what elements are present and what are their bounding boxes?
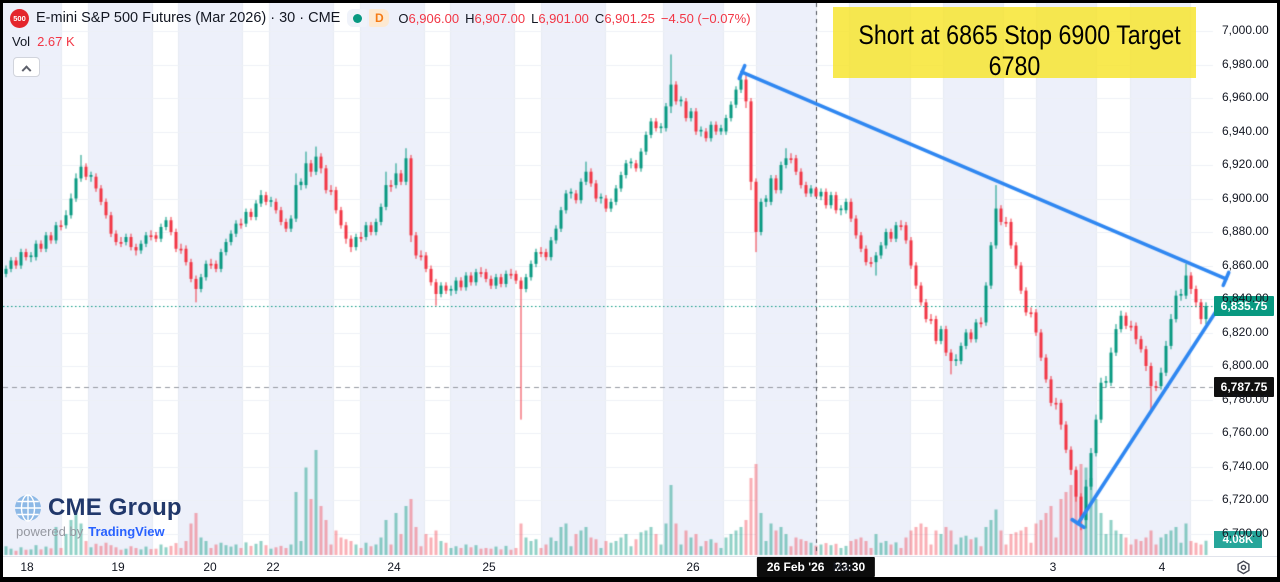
globe-icon xyxy=(15,494,41,522)
price-tick-label: 6,760.00 xyxy=(1222,425,1269,439)
close-label: C xyxy=(594,10,605,26)
change-value: −4.50 (−0.07%) xyxy=(660,10,751,26)
price-tick-label: 6,840.00 xyxy=(1222,291,1269,305)
price-tick-label: 6,740.00 xyxy=(1222,459,1269,473)
high-value: 6,907.00 xyxy=(474,10,526,26)
cme-group-logo-text[interactable]: CME Group xyxy=(48,494,182,521)
time-tick-label: 4 xyxy=(1158,560,1166,574)
market-status-icon[interactable] xyxy=(347,9,368,27)
powered-by-text: powered by xyxy=(16,524,84,539)
price-tick-label: 6,880.00 xyxy=(1222,224,1269,238)
price-tick-label: 6,960.00 xyxy=(1222,90,1269,104)
low-label: L xyxy=(531,10,539,26)
price-tick-label: 6,800.00 xyxy=(1222,358,1269,372)
symbol-title[interactable]: E-mini S&P 500 Futures (Mar 2026) · 30 ·… xyxy=(36,10,341,26)
time-tick-label: 24 xyxy=(387,560,401,574)
time-tick-label: 25 xyxy=(482,560,496,574)
cme-group-brand: CME Group powered by TradingView xyxy=(14,494,182,539)
price-axis[interactable]: 6,835.75 6,787.75 4.08K 7,000.00 6,980.00… xyxy=(1213,3,1277,556)
delayed-data-badge[interactable]: D xyxy=(369,9,390,27)
price-tick-label: 7,000.00 xyxy=(1222,23,1269,37)
annotation-line1: Short at 6865 Stop 6900 Target xyxy=(858,20,1181,50)
volume-label[interactable]: Vol xyxy=(12,34,31,49)
tradingview-link[interactable]: TradingView xyxy=(88,524,165,539)
last-volume-label: 4.08K xyxy=(1214,531,1262,548)
axis-settings-gear-icon[interactable] xyxy=(1235,559,1252,576)
low-value: 6,901.00 xyxy=(538,10,589,26)
time-tick-label: Mar xyxy=(832,560,854,574)
high-label: H xyxy=(465,10,475,26)
time-tick-label: 19 xyxy=(111,560,125,574)
price-tick-label: 6,720.00 xyxy=(1222,492,1269,506)
candlestick-chart-canvas[interactable] xyxy=(3,3,1277,556)
trade-plan-annotation[interactable]: Short at 6865 Stop 6900 Target 6780 xyxy=(833,7,1196,78)
time-tick-label: 3 xyxy=(1049,560,1057,574)
status-badges: D xyxy=(347,9,390,27)
price-tick-label: 6,900.00 xyxy=(1222,191,1269,205)
time-tick-label: 18 xyxy=(20,560,34,574)
chevron-up-icon xyxy=(21,64,32,75)
collapse-pane-button[interactable] xyxy=(13,57,40,77)
price-tick-label: 6,980.00 xyxy=(1222,57,1269,71)
price-tick-label: 6,780.00 xyxy=(1222,392,1269,406)
time-axis[interactable]: 26 Feb '26 23:30 18 19 20 22 24 25 26 Mar 3 4 xyxy=(3,556,1277,577)
price-tick-label: 6,920.00 xyxy=(1222,157,1269,171)
time-tick-label: 22 xyxy=(266,560,280,574)
crosshair-time-label: 26 Feb '26 23:30 xyxy=(756,557,876,577)
close-value: 6,901.25 xyxy=(604,10,655,26)
volume-indicator-row: Vol 2.67 K xyxy=(12,34,75,49)
open-label: O xyxy=(398,10,409,26)
open-value: 6,906.00 xyxy=(408,10,460,26)
time-tick-label: 26 xyxy=(686,560,700,574)
volume-value: 2.67 K xyxy=(37,34,75,49)
ohlc-values: O6,906.00 H6,907.00 L6,901.00 C6,901.25 … xyxy=(398,11,750,26)
symbol-header: 500 E-mini S&P 500 Futures (Mar 2026) · … xyxy=(10,7,751,29)
price-tick-label: 6,860.00 xyxy=(1222,258,1269,272)
price-tick-label: 6,820.00 xyxy=(1222,325,1269,339)
prev-close-label: 6,787.75 xyxy=(1214,377,1274,397)
last-price-label: 6,835.75 xyxy=(1214,296,1274,316)
annotation-line2: 6780 xyxy=(988,51,1041,78)
time-tick-label: 20 xyxy=(203,560,217,574)
price-tick-label: 6,940.00 xyxy=(1222,124,1269,138)
price-tick-label: 6,700.00 xyxy=(1222,526,1269,540)
sp500-logo-icon: 500 xyxy=(10,8,29,28)
